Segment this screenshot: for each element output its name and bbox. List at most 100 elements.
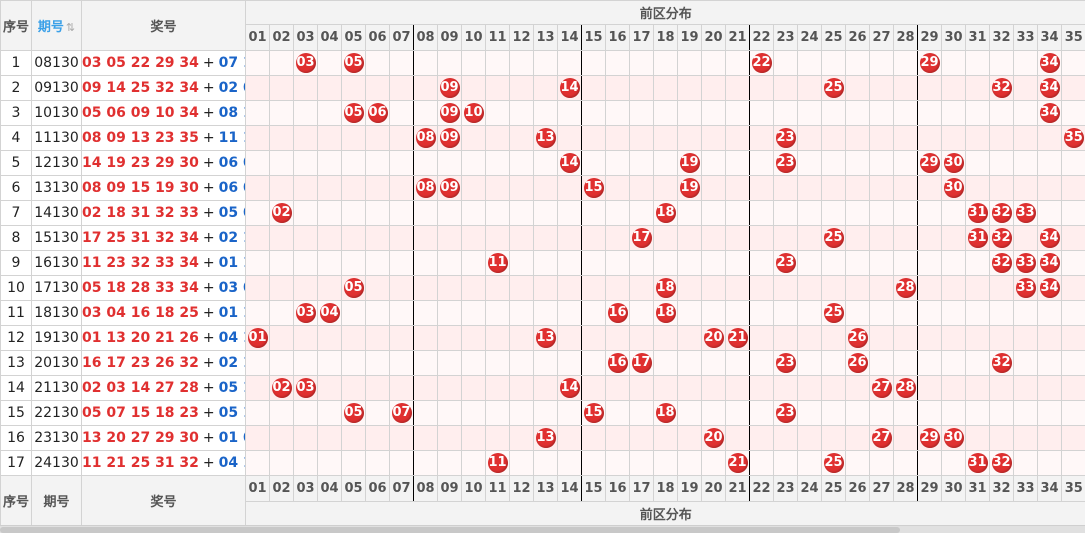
footer-col-15: 15: [581, 475, 606, 502]
dist-cell-17: 17: [629, 225, 654, 251]
dist-cell-22: [749, 450, 774, 476]
number-ball: 33: [1015, 203, 1036, 223]
dist-cell-22: 22: [749, 50, 774, 76]
dist-cell-12: [509, 450, 534, 476]
dist-cell-07: [389, 300, 414, 326]
header-col-30: 30: [941, 24, 966, 51]
sort-icon[interactable]: ⇅: [65, 21, 76, 34]
number-ball: 34: [1039, 278, 1060, 298]
front-numbers: 01 13 20 21 26: [82, 330, 199, 346]
seq-cell: 12: [0, 325, 32, 351]
dist-cell-29: [917, 250, 942, 276]
dist-cell-04: 04: [317, 300, 342, 326]
dist-cell-29: [917, 350, 942, 376]
dist-cell-25: [821, 425, 846, 451]
dist-cell-26: [845, 50, 870, 76]
dist-cell-26: [845, 450, 870, 476]
dist-cell-17: [629, 125, 654, 151]
header-col-02: 02: [269, 24, 294, 51]
dist-cell-18: [653, 225, 678, 251]
dist-cell-35: 35: [1061, 125, 1085, 151]
dist-cell-03: [293, 225, 318, 251]
dist-cell-07: [389, 250, 414, 276]
dist-cell-21: [725, 250, 750, 276]
dist-cell-03: [293, 125, 318, 151]
dist-cell-21: [725, 200, 750, 226]
front-numbers: 16 17 23 26 32: [82, 355, 199, 371]
dist-cell-08: [413, 375, 438, 401]
dist-cell-30: [941, 300, 966, 326]
dist-cell-12: [509, 300, 534, 326]
dist-cell-07: [389, 200, 414, 226]
dist-cell-21: [725, 175, 750, 201]
dist-cell-01: [245, 350, 270, 376]
period-header[interactable]: 期号 ⇅: [31, 0, 82, 51]
dist-cell-07: [389, 50, 414, 76]
dist-cell-20: [701, 200, 726, 226]
header-col-07: 07: [389, 24, 414, 51]
dist-cell-20: [701, 175, 726, 201]
dist-cell-07: [389, 450, 414, 476]
dist-cell-35: [1061, 425, 1085, 451]
dist-cell-22: [749, 100, 774, 126]
dist-cell-19: [677, 275, 702, 301]
dist-cell-24: [797, 75, 822, 101]
number-ball: 11: [487, 253, 508, 273]
dist-cell-08: [413, 150, 438, 176]
dist-cell-20: [701, 125, 726, 151]
number-ball: 06: [367, 103, 388, 123]
dist-cell-28: [893, 450, 918, 476]
front-numbers: 13 20 27 29 30: [82, 430, 199, 446]
dist-cell-09: 09: [437, 75, 462, 101]
dist-cell-14: [557, 450, 582, 476]
number-ball: 19: [679, 153, 700, 173]
dist-cell-27: [869, 225, 894, 251]
number-ball: 01: [247, 328, 268, 348]
award-cell: 05 18 28 33 34+03 04: [81, 275, 246, 301]
dist-cell-12: [509, 100, 534, 126]
dist-cell-17: [629, 275, 654, 301]
back-numbers: 07 12: [218, 55, 245, 71]
dist-cell-30: [941, 100, 966, 126]
dist-cell-32: [989, 275, 1014, 301]
dist-cell-18: 18: [653, 200, 678, 226]
dist-cell-35: [1061, 250, 1085, 276]
dist-cell-28: [893, 200, 918, 226]
dist-cell-12: [509, 375, 534, 401]
header-col-22: 22: [749, 24, 774, 51]
dist-cell-29: [917, 200, 942, 226]
dist-cell-23: 23: [773, 150, 798, 176]
header-col-10: 10: [461, 24, 486, 51]
dist-cell-34: [1037, 450, 1062, 476]
dist-cell-15: 15: [581, 400, 606, 426]
dist-cell-03: [293, 450, 318, 476]
number-ball: 26: [847, 353, 868, 373]
dist-cell-11: [485, 150, 510, 176]
dist-cell-19: [677, 100, 702, 126]
number-ball: 34: [1039, 78, 1060, 98]
dist-cell-28: [893, 425, 918, 451]
dist-cell-16: [605, 375, 630, 401]
dist-cell-32: 32: [989, 75, 1014, 101]
scrollbar-thumb[interactable]: [0, 527, 900, 533]
dist-cell-21: [725, 375, 750, 401]
dist-cell-05: 05: [341, 400, 366, 426]
header-col-31: 31: [965, 24, 990, 51]
horizontal-scrollbar[interactable]: [0, 525, 1085, 533]
back-numbers: 03 04: [218, 280, 245, 296]
dist-cell-17: [629, 150, 654, 176]
dist-cell-25: 25: [821, 300, 846, 326]
dist-cell-27: [869, 350, 894, 376]
dist-cell-30: [941, 450, 966, 476]
dist-cell-18: [653, 350, 678, 376]
dist-cell-24: [797, 200, 822, 226]
dist-cell-20: [701, 300, 726, 326]
dist-cell-12: [509, 175, 534, 201]
front-numbers: 03 04 16 18 25: [82, 305, 199, 321]
dist-cell-07: [389, 325, 414, 351]
dist-cell-33: [1013, 325, 1038, 351]
dist-cell-10: [461, 275, 486, 301]
period-cell: 12130: [31, 150, 82, 176]
